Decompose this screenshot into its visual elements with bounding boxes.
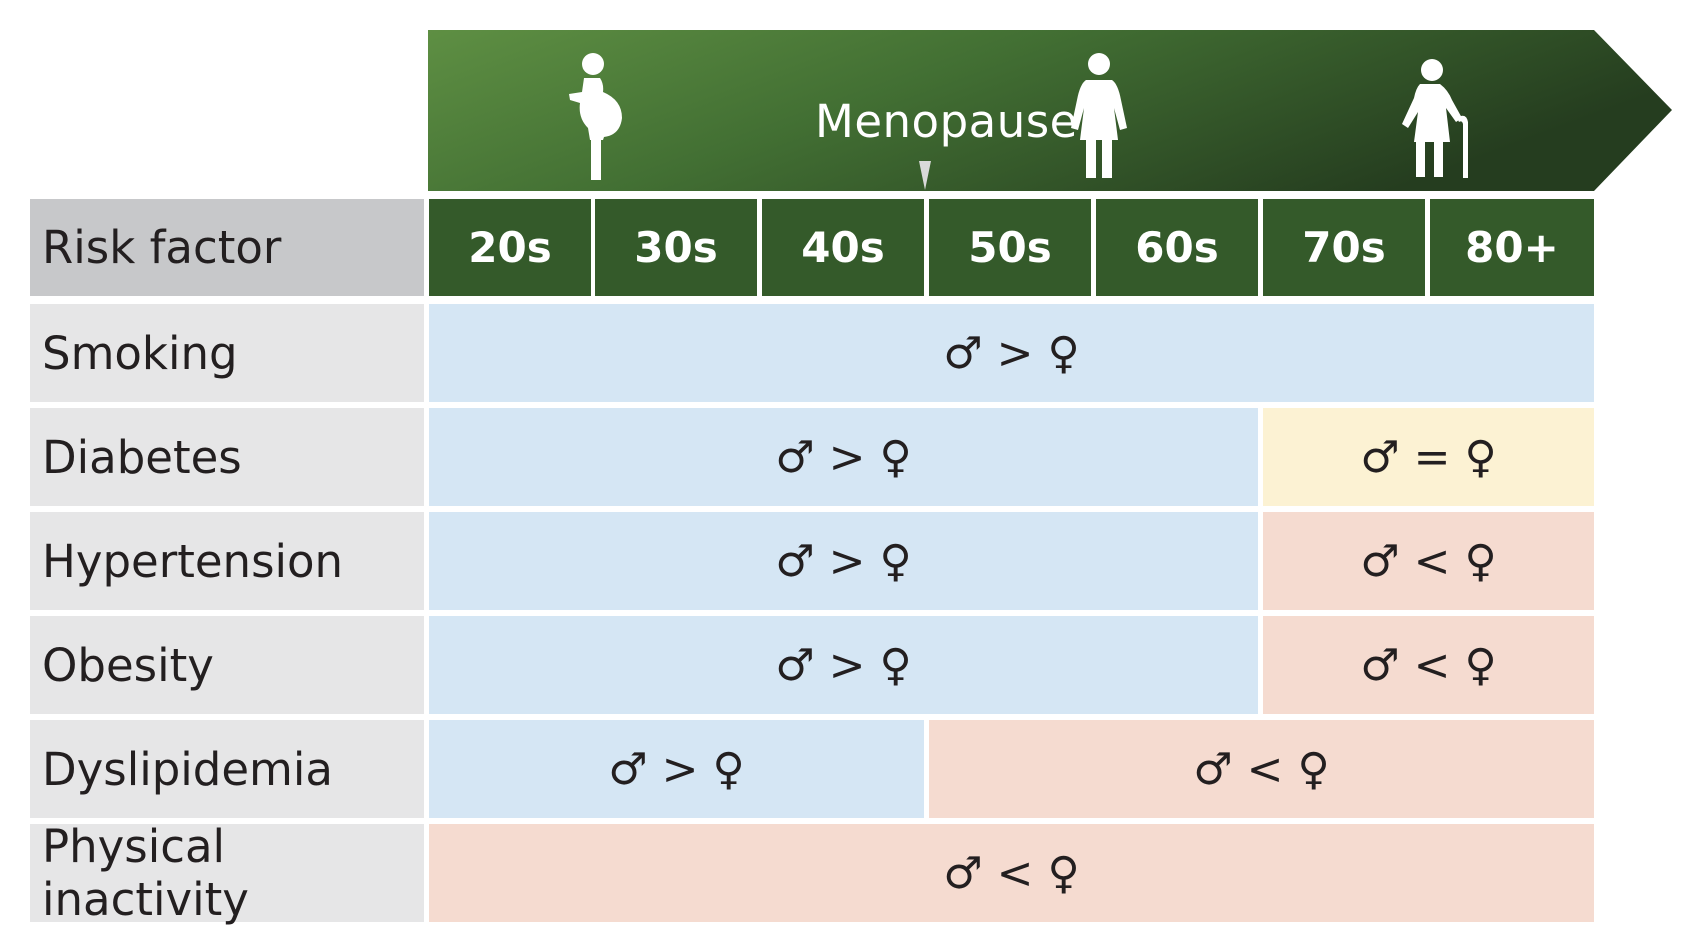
- diabetes-band-70s-80plus: ♂ = ♀: [1263, 408, 1594, 506]
- decade-40s: 40s: [762, 199, 924, 296]
- row-label-hypertension: Hypertension: [30, 512, 424, 610]
- smoking-band-all-ages: ♂ > ♀: [429, 304, 1594, 402]
- obesity-band-20s-60s: ♂ > ♀: [429, 616, 1258, 714]
- hypertension-band-20s-60s: ♂ > ♀: [429, 512, 1258, 610]
- dyslipidemia-band-50s-80plus: ♂ < ♀: [929, 720, 1594, 818]
- decade-20s: 20s: [429, 199, 591, 296]
- row-label-physical-inactivity: Physical inactivity: [30, 820, 424, 926]
- menopause-marker: [919, 161, 931, 190]
- obesity-band-70s-80plus: ♂ < ♀: [1263, 616, 1594, 714]
- life-stage-arrow-banner: [428, 30, 1672, 191]
- row-label-obesity: Obesity: [30, 616, 424, 714]
- decade-60s: 60s: [1096, 199, 1258, 296]
- decade-30s: 30s: [595, 199, 757, 296]
- decade-50s: 50s: [929, 199, 1091, 296]
- row-label-dyslipidemia: Dyslipidemia: [30, 720, 424, 818]
- row-label-diabetes: Diabetes: [30, 408, 424, 506]
- elderly-woman-with-cane-icon: [1402, 59, 1468, 178]
- diabetes-band-20s-60s: ♂ > ♀: [429, 408, 1258, 506]
- physical-inactivity-band-all-ages: ♂ < ♀: [429, 824, 1594, 922]
- risk-factor-header: Risk factor: [30, 199, 424, 296]
- woman-icon: [1071, 53, 1127, 178]
- timeline-arrow: [428, 30, 1672, 191]
- row-label-smoking: Smoking: [30, 304, 424, 402]
- decade-80plus: 80+: [1430, 199, 1594, 296]
- menopause-label: Menopause: [815, 95, 1078, 148]
- decade-70s: 70s: [1263, 199, 1425, 296]
- hypertension-band-70s-80plus: ♂ < ♀: [1263, 512, 1594, 610]
- dyslipidemia-band-20s-40s: ♂ > ♀: [429, 720, 924, 818]
- pregnant-woman-icon: [569, 53, 622, 180]
